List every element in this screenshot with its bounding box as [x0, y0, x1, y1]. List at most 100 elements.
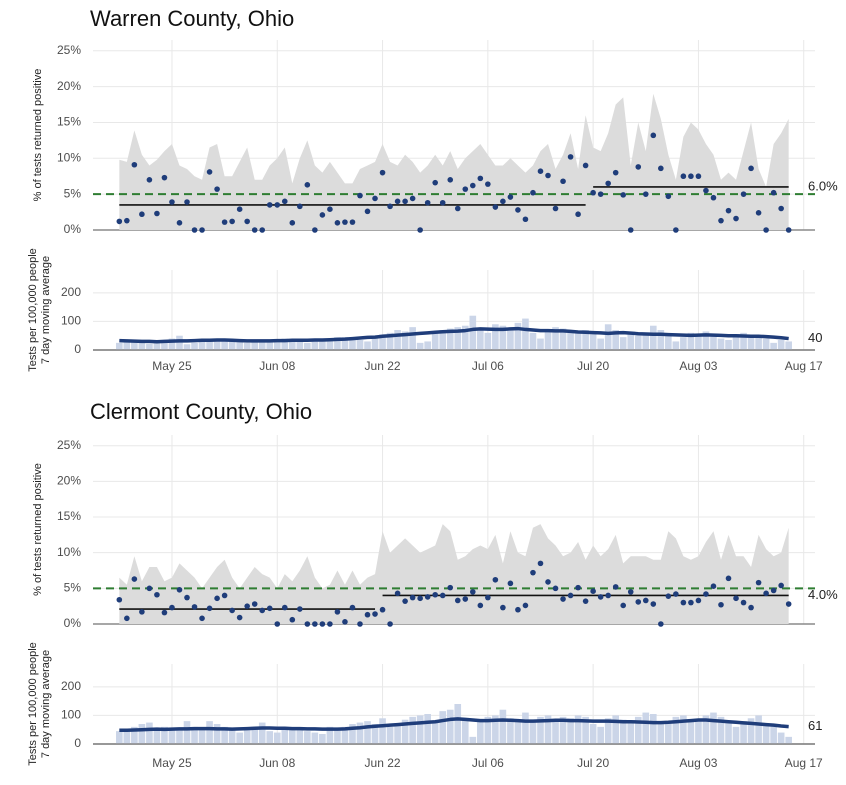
point: [778, 205, 784, 212]
point: [312, 227, 318, 233]
point: [131, 576, 138, 582]
bar: [454, 327, 462, 350]
bar: [288, 728, 296, 744]
point: [500, 604, 506, 611]
point: [387, 621, 393, 627]
point: [259, 607, 266, 614]
bar: [484, 716, 492, 744]
y-tick-label: 5%: [64, 186, 82, 200]
point: [612, 169, 619, 176]
bar: [710, 712, 717, 744]
bar: [461, 718, 469, 744]
y-axis-label: % of tests returned positive: [32, 69, 44, 202]
bar: [567, 332, 574, 350]
bar: [612, 330, 620, 350]
point: [229, 218, 235, 225]
bar: [146, 722, 153, 744]
point: [642, 191, 649, 197]
point: [184, 199, 190, 205]
bar: [492, 324, 499, 350]
bar: [574, 715, 582, 744]
point: [244, 603, 250, 609]
bar: [725, 340, 732, 350]
bar: [567, 718, 574, 744]
bar: [732, 726, 740, 744]
x-tick-label: May 25: [152, 359, 192, 373]
bar: [777, 732, 785, 744]
bar: [258, 340, 266, 350]
bar: [717, 338, 725, 350]
bar: [273, 732, 281, 744]
point: [560, 596, 566, 602]
y-axis-label: 7 day moving average: [40, 256, 52, 364]
point: [169, 199, 175, 205]
bar: [146, 343, 153, 350]
point: [454, 597, 461, 604]
bar: [386, 332, 394, 350]
point: [763, 590, 769, 597]
point: [176, 220, 183, 226]
bar: [424, 714, 431, 744]
point: [695, 173, 702, 180]
y-tick-label: 0%: [64, 616, 82, 630]
bar: [161, 726, 168, 744]
x-tick-label: Jun 22: [365, 756, 401, 770]
y-axis-label: Tests per 100,000 people: [27, 248, 39, 372]
point: [763, 227, 769, 233]
point: [650, 601, 657, 607]
point: [214, 186, 220, 192]
point: [515, 207, 521, 213]
point: [492, 576, 499, 583]
bar: [627, 332, 635, 350]
point: [470, 182, 476, 189]
point: [567, 154, 574, 160]
point: [281, 604, 288, 611]
bar: [777, 340, 785, 350]
point: [507, 194, 514, 200]
point: [266, 605, 273, 612]
point: [785, 227, 792, 233]
point: [304, 182, 311, 188]
point: [379, 169, 386, 176]
point: [297, 203, 303, 210]
point: [259, 227, 266, 233]
point: [590, 588, 596, 594]
point: [560, 178, 566, 185]
point: [387, 203, 393, 210]
bar: [747, 335, 755, 350]
bar: [243, 729, 251, 744]
bar: [634, 716, 642, 744]
point: [372, 611, 378, 617]
confidence-band: [119, 93, 789, 230]
point: [342, 619, 348, 625]
bar: [537, 338, 544, 350]
bar: [755, 337, 762, 350]
point: [748, 604, 754, 611]
bar: [604, 324, 612, 350]
bar: [461, 325, 469, 350]
y-tick-label: 100: [61, 708, 81, 722]
point: [191, 227, 198, 233]
point: [658, 165, 664, 172]
bar: [424, 341, 431, 350]
point: [402, 598, 408, 604]
bar: [431, 332, 439, 350]
bar: [416, 715, 424, 744]
bar: [522, 712, 529, 744]
bar: [762, 724, 770, 744]
bar: [574, 331, 582, 350]
point: [402, 198, 408, 205]
bar: [153, 341, 161, 350]
point: [733, 595, 739, 602]
point: [673, 227, 679, 233]
point: [680, 173, 687, 180]
y-tick-label: 200: [61, 285, 81, 299]
point: [718, 601, 724, 608]
point: [214, 595, 220, 602]
bar: [304, 342, 311, 350]
bar: [687, 721, 695, 744]
bar: [431, 721, 439, 744]
point: [139, 609, 145, 615]
bar: [319, 340, 326, 350]
point: [597, 594, 604, 600]
